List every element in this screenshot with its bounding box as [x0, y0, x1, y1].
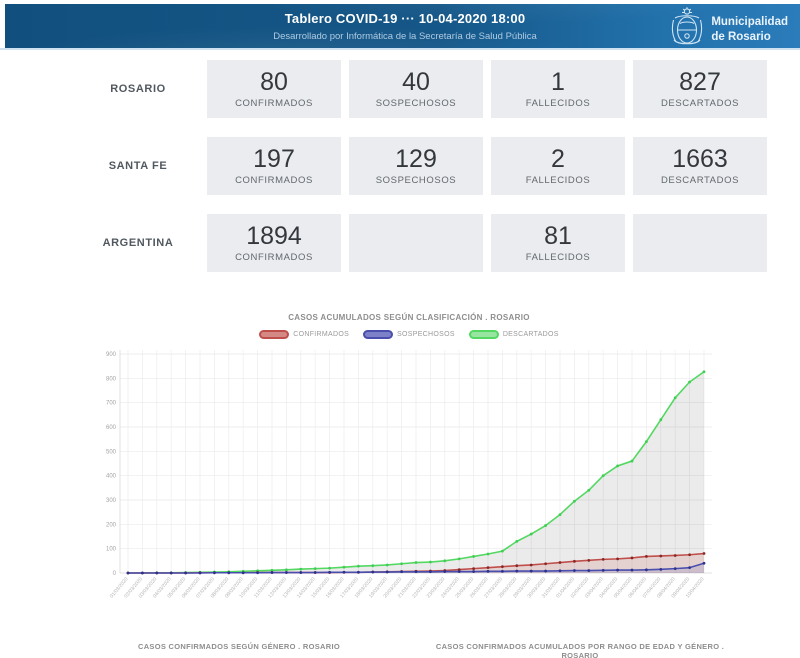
- svg-text:700: 700: [106, 401, 117, 407]
- legend-label: CONFIRMADOS: [293, 331, 350, 338]
- stat-label: CONFIRMADOS: [235, 97, 313, 109]
- svg-text:100: 100: [106, 547, 117, 553]
- stat-label: FALLECIDOS: [525, 251, 591, 263]
- chart-legend: CONFIRMADOS SOSPECHOSOS DESCARTADOS: [96, 330, 722, 339]
- header-divider: [0, 48, 800, 50]
- stat-value: 197: [253, 144, 295, 173]
- stat-card-rosario-descartados: 827 DESCARTADOS: [633, 60, 767, 118]
- legend-swatch-descartados: [468, 330, 499, 339]
- stat-value: 1894: [246, 221, 302, 250]
- stat-card-rosario-fallecidos: 1 FALLECIDOS: [491, 60, 625, 118]
- org-name-line1: Municipalidad: [711, 16, 788, 29]
- stat-card-santafe-sospechosos: 129 SOSPECHOSOS: [349, 137, 483, 195]
- svg-text:600: 600: [106, 425, 117, 431]
- legend-swatch-sospechosos: [363, 330, 394, 339]
- org-name: Municipalidad de Rosario: [711, 15, 788, 44]
- stat-card-santafe-descartados: 1663 DESCARTADOS: [633, 137, 767, 195]
- stat-card-argentina-confirmados: 1894 CONFIRMADOS: [207, 214, 341, 272]
- stat-value: 1663: [672, 144, 728, 173]
- legend-item-descartados[interactable]: DESCARTADOS: [468, 330, 559, 339]
- stat-value: 2: [551, 144, 565, 173]
- region-label: SANTA FE: [108, 160, 168, 172]
- stat-label: CONFIRMADOS: [235, 251, 313, 263]
- legend-item-confirmados[interactable]: CONFIRMADOS: [259, 330, 349, 339]
- chart-plot[interactable]: 010020030040050060070080090001/03/202002…: [96, 346, 722, 612]
- page-subtitle: Desarrollado por Informática de la Secre…: [273, 30, 537, 42]
- header: Tablero COVID-19 ··· 10-04-2020 18:00 De…: [5, 4, 800, 48]
- region-label: ARGENTINA: [102, 237, 174, 249]
- stat-card-rosario-sospechosos: 40 SOSPECHOSOS: [349, 60, 483, 118]
- svg-text:300: 300: [106, 498, 117, 504]
- brand-block: Municipalidad de Rosario: [670, 6, 788, 53]
- stat-value: 40: [402, 67, 430, 96]
- stat-value: 129: [395, 144, 437, 173]
- svg-text:800: 800: [106, 376, 117, 382]
- stat-label: DESCARTADOS: [660, 174, 740, 186]
- stat-card-rosario-confirmados: 80 CONFIRMADOS: [207, 60, 341, 118]
- stat-card-santafe-confirmados: 197 CONFIRMADOS: [207, 137, 341, 195]
- svg-text:0: 0: [113, 571, 117, 577]
- stat-value: 80: [260, 67, 288, 96]
- svg-text:400: 400: [106, 474, 117, 480]
- stat-value: 81: [544, 221, 572, 250]
- stat-card-argentina-empty-2: [633, 214, 767, 272]
- coat-of-arms-icon: [670, 6, 704, 53]
- stat-label: CONFIRMADOS: [235, 174, 313, 186]
- stats-row-rosario: ROSARIO 80 CONFIRMADOS 40 SOSPECHOSOS 1 …: [0, 60, 800, 118]
- stat-value: 827: [679, 67, 721, 96]
- chart-title: CASOS ACUMULADOS SEGÚN CLASIFICACIÓN . R…: [288, 313, 530, 322]
- chart-title-age-gender: CASOS CONFIRMADOS ACUMULADOS POR RANGO D…: [435, 642, 725, 658]
- stat-label: SOSPECHOSOS: [375, 97, 457, 109]
- legend-label: SOSPECHOSOS: [397, 331, 455, 338]
- stat-label: DESCARTADOS: [660, 97, 740, 109]
- stat-label: FALLECIDOS: [525, 174, 591, 186]
- legend-label: DESCARTADOS: [502, 331, 559, 338]
- region-label: ROSARIO: [110, 83, 166, 95]
- legend-swatch-confirmados: [259, 330, 290, 339]
- stat-value: 1: [551, 67, 565, 96]
- stat-label: SOSPECHOSOS: [375, 174, 457, 186]
- stats-row-santa-fe: SANTA FE 197 CONFIRMADOS 129 SOSPECHOSOS…: [0, 137, 800, 195]
- chart-title-gender: CASOS CONFIRMADOS SEGÚN GÉNERO . ROSARIO: [137, 642, 340, 651]
- svg-text:900: 900: [106, 352, 117, 358]
- org-name-line2: de Rosario: [711, 30, 771, 43]
- header-title-block: Tablero COVID-19 ··· 10-04-2020 18:00 De…: [185, 11, 625, 42]
- stat-card-argentina-fallecidos: 81 FALLECIDOS: [491, 214, 625, 272]
- svg-text:500: 500: [106, 449, 117, 455]
- page-title: Tablero COVID-19 ··· 10-04-2020 18:00: [284, 10, 526, 26]
- svg-text:200: 200: [106, 522, 117, 528]
- stat-label: FALLECIDOS: [525, 97, 591, 109]
- legend-item-sospechosos[interactable]: SOSPECHOSOS: [363, 330, 455, 339]
- stats-row-argentina: ARGENTINA 1894 CONFIRMADOS 81 FALLECIDOS: [0, 214, 800, 272]
- stat-card-argentina-empty-1: [349, 214, 483, 272]
- stat-card-santafe-fallecidos: 2 FALLECIDOS: [491, 137, 625, 195]
